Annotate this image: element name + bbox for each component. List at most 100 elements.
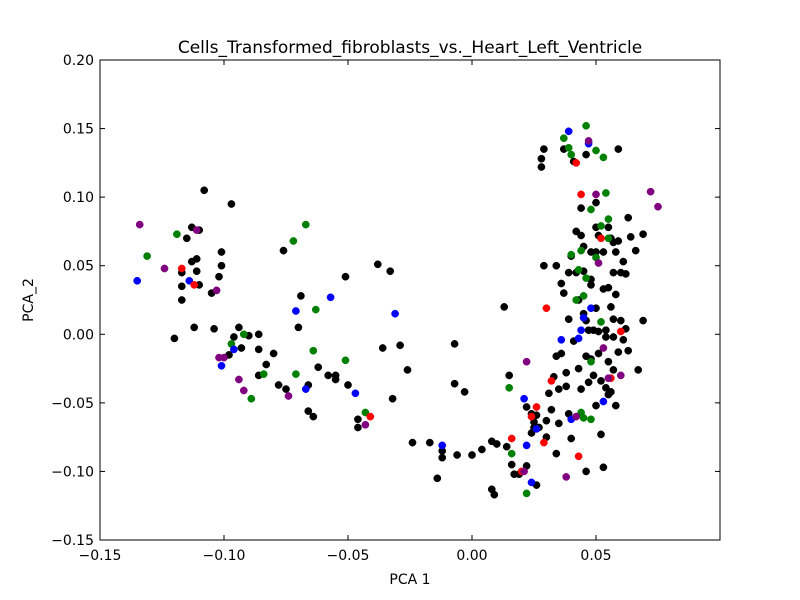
data-point-black [567, 434, 576, 443]
data-point-black [619, 335, 628, 344]
data-point-black [604, 223, 613, 232]
data-point-black [492, 440, 501, 448]
data-point-black [639, 316, 647, 325]
data-point-purple [135, 220, 144, 229]
y-tick-label: 0.20 [63, 53, 94, 69]
data-point-black [602, 326, 610, 335]
data-point-black [624, 213, 633, 222]
data-point-blue [532, 425, 541, 433]
data-point-purple [284, 392, 293, 400]
y-tick-label: −0.10 [51, 464, 94, 480]
data-point-black [552, 261, 561, 270]
data-point-black [577, 385, 585, 393]
data-point-blue [217, 361, 226, 370]
data-point-black [614, 348, 623, 356]
data-point-black [557, 279, 566, 288]
data-point-black [450, 379, 459, 388]
data-point-green [592, 146, 600, 155]
data-point-green [173, 230, 181, 239]
data-point-black [282, 385, 290, 393]
data-point-green [143, 252, 151, 260]
data-point-black [609, 333, 618, 341]
data-point-black [609, 268, 618, 277]
data-point-black [187, 257, 196, 266]
data-point-black [254, 345, 263, 354]
data-point-black [262, 360, 271, 369]
chart-title: Cells_Transformed_fibroblasts_vs._Heart_… [178, 38, 642, 58]
data-point-black [564, 315, 573, 324]
data-point-black [552, 449, 561, 458]
data-point-blue [326, 293, 335, 302]
data-point-green [259, 370, 268, 378]
data-point-blue [351, 389, 360, 398]
data-point-black [388, 394, 397, 403]
data-point-black [177, 296, 186, 304]
data-point-purple [520, 467, 528, 476]
data-point-red [366, 412, 375, 421]
y-tick-label: 0.15 [63, 122, 94, 138]
data-point-red [527, 412, 536, 421]
data-point-black [425, 438, 434, 447]
data-point-black [554, 385, 563, 393]
data-point-black [490, 490, 499, 499]
data-point-black [460, 388, 469, 396]
data-point-blue [564, 127, 573, 136]
data-point-blue [579, 313, 588, 322]
data-point-purple [594, 259, 603, 267]
data-point-purple [212, 286, 221, 295]
data-point-black [354, 415, 362, 424]
data-point-black [274, 381, 283, 389]
data-point-black [554, 419, 563, 428]
data-point-purple [522, 357, 531, 366]
data-point-black [584, 378, 593, 387]
data-point-black [540, 145, 548, 153]
y-tick-label: 0.00 [63, 327, 94, 343]
data-point-purple [604, 374, 613, 383]
data-point-red [177, 264, 186, 273]
data-point-blue [292, 307, 300, 315]
data-point-black [621, 270, 630, 278]
data-point-black [433, 474, 442, 483]
data-point-green [309, 346, 318, 355]
data-point-purple [654, 202, 662, 211]
data-point-green [599, 153, 608, 162]
data-point-green [567, 250, 576, 259]
data-point-red [577, 190, 585, 199]
data-point-green [505, 383, 514, 392]
data-point-black [408, 438, 417, 447]
y-tick-label: 0.05 [63, 259, 94, 275]
data-point-black [237, 344, 246, 352]
data-point-black [331, 375, 340, 384]
data-point-green [292, 370, 300, 378]
data-point-black [599, 248, 608, 256]
data-point-green [604, 215, 613, 223]
data-point-green [247, 394, 256, 403]
data-point-black [577, 231, 585, 240]
data-point-black [403, 366, 412, 374]
data-point-black [210, 324, 218, 333]
data-point-black [378, 344, 387, 352]
data-point-green [577, 246, 585, 255]
data-point-blue [527, 478, 536, 487]
data-point-purple [220, 353, 228, 362]
data-point-blue [185, 276, 194, 285]
data-point-green [361, 408, 370, 417]
data-point-black [297, 292, 305, 300]
plot-frame [99, 59, 721, 541]
data-point-black [537, 154, 546, 163]
data-point-black [200, 186, 209, 195]
data-point-black [587, 281, 595, 289]
data-point-green [572, 296, 581, 304]
x-axis-label: PCA 1 [389, 572, 430, 588]
data-point-black [354, 423, 362, 432]
data-point-blue [301, 385, 310, 393]
data-point-red [540, 438, 548, 447]
data-points [133, 121, 662, 499]
data-point-purple [584, 137, 593, 145]
data-point-purple [599, 344, 608, 352]
data-point-black [577, 204, 585, 212]
data-point-purple [239, 386, 248, 395]
data-point-black [557, 349, 566, 358]
data-point-green [582, 274, 590, 282]
data-point-green [597, 318, 605, 326]
